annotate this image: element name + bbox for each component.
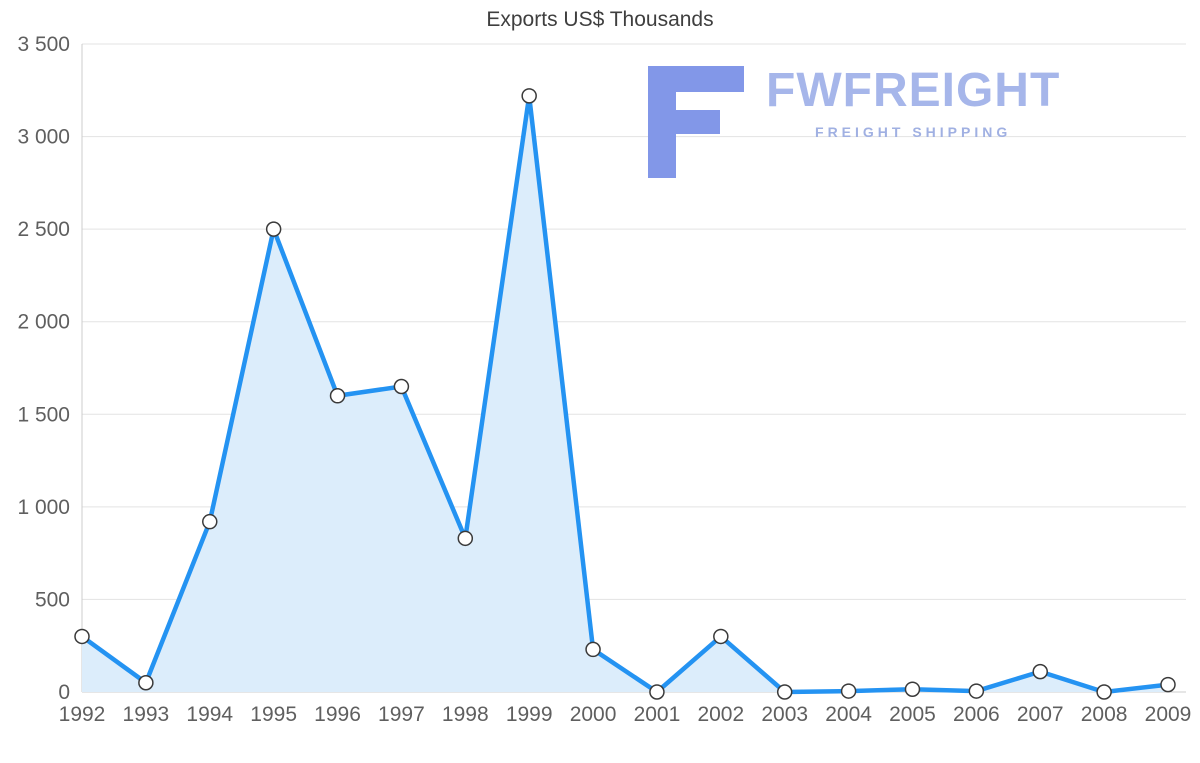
series-area bbox=[82, 95, 1168, 693]
x-tick-label: 2006 bbox=[953, 703, 1000, 726]
data-point-marker bbox=[138, 674, 154, 691]
line-series bbox=[79, 93, 1171, 695]
x-tick-label: 1997 bbox=[378, 703, 425, 726]
data-point-marker bbox=[840, 683, 857, 699]
data-point-marker bbox=[776, 684, 793, 700]
data-point-marker bbox=[521, 88, 537, 104]
data-point-marker bbox=[393, 378, 410, 395]
y-tick-label: 2 500 bbox=[17, 218, 70, 241]
chart-title: Exports US$ Thousands bbox=[486, 8, 714, 31]
x-tick-label: 2008 bbox=[1081, 703, 1128, 726]
x-tick-label: 2007 bbox=[1017, 703, 1064, 726]
data-point-marker bbox=[74, 628, 90, 645]
x-tick-label: 1998 bbox=[442, 703, 489, 726]
data-point-marker bbox=[1096, 684, 1112, 700]
x-tick-label: 2004 bbox=[825, 703, 872, 726]
x-axis-labels: 1992 1993 1994 1995 1996 1997 1998 1999 2000 2001… bbox=[59, 703, 1192, 726]
x-tick-label: 2000 bbox=[570, 703, 617, 726]
series-line bbox=[79, 93, 1171, 695]
y-tick-label: 500 bbox=[35, 588, 70, 611]
y-tick-label: 0 bbox=[58, 681, 70, 704]
x-tick-label: 2003 bbox=[761, 703, 808, 726]
data-point-marker bbox=[202, 513, 218, 530]
y-tick-label: 1 000 bbox=[17, 496, 70, 519]
y-tick-label: 3 500 bbox=[17, 33, 70, 56]
data-point-marker bbox=[649, 684, 665, 700]
y-tick-label: 2 000 bbox=[17, 311, 70, 334]
y-tick-label: 3 000 bbox=[17, 126, 70, 149]
data-point-marker bbox=[968, 683, 985, 699]
data-markers bbox=[74, 88, 1176, 700]
data-point-marker bbox=[1032, 663, 1048, 680]
y-tick-label: 1 500 bbox=[17, 403, 70, 426]
area-fill bbox=[82, 95, 1168, 693]
x-tick-label: 2005 bbox=[889, 703, 936, 726]
x-tick-label: 1995 bbox=[250, 703, 297, 726]
x-tick-label: 1993 bbox=[123, 703, 170, 726]
x-tick-label: 2002 bbox=[697, 703, 744, 726]
x-tick-label: 2001 bbox=[634, 703, 681, 726]
data-point-marker bbox=[585, 641, 601, 658]
x-tick-label: 1994 bbox=[186, 703, 233, 726]
y-axis-labels: 0 500 1 000 1 500 2 000 2 500 3 000 3 500 bbox=[17, 33, 70, 704]
x-tick-label: 2009 bbox=[1145, 703, 1192, 726]
data-point-marker bbox=[713, 628, 729, 645]
data-point-marker bbox=[904, 681, 921, 697]
x-tick-label: 1999 bbox=[506, 703, 553, 726]
data-point-marker bbox=[329, 388, 346, 404]
data-point-marker bbox=[265, 221, 282, 237]
data-point-marker bbox=[457, 530, 474, 547]
data-point-marker bbox=[1160, 676, 1176, 693]
x-tick-label: 1996 bbox=[314, 703, 361, 726]
x-tick-label: 1992 bbox=[59, 703, 106, 726]
